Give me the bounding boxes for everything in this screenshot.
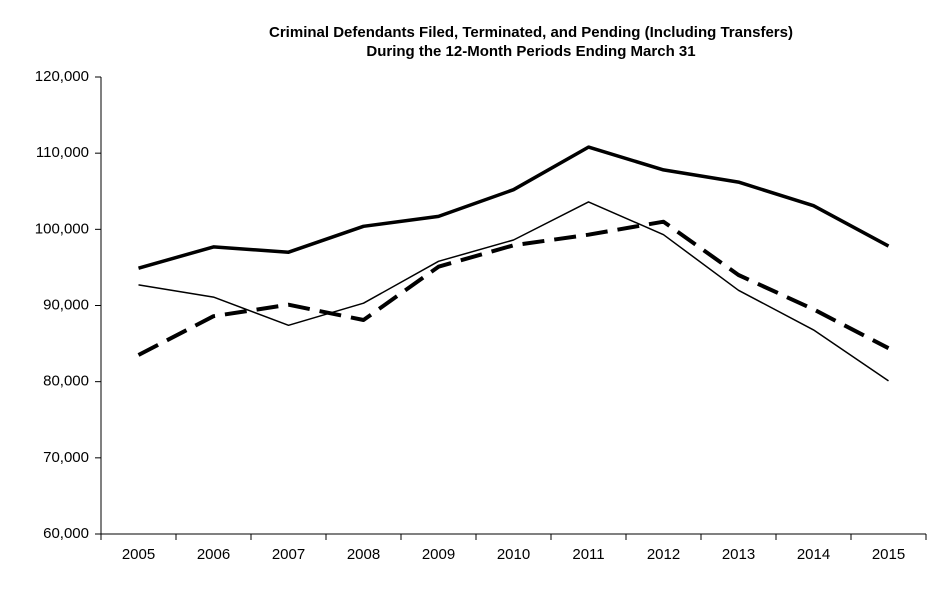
y-tick-label: 80,000 [43,373,89,390]
series-line [137,219,890,357]
x-tick-label: 2005 [122,546,155,563]
y-tick-label: 100,000 [35,220,89,237]
x-tick-label: 2014 [797,546,830,563]
x-tick-label: 2013 [722,546,755,563]
x-tick-label: 2011 [572,546,604,563]
x-tick-label: 2015 [872,546,905,563]
y-tick-label: 70,000 [43,449,89,466]
series-line [138,201,889,382]
y-tick-label: 120,000 [35,68,89,85]
y-tick-label: 60,000 [43,525,89,542]
y-tick-label: 110,000 [36,144,89,161]
x-tick-label: 2012 [647,546,680,563]
x-tick-label: 2007 [272,546,305,563]
chart-title: Criminal Defendants Filed, Terminated, a… [269,24,793,41]
y-tick-label: 90,000 [43,296,89,313]
x-tick-label: 2010 [497,546,530,563]
x-tick-label: 2009 [422,546,455,563]
x-tick-label: 2008 [347,546,380,563]
chart-subtitle: During the 12-Month Periods Ending March… [366,43,695,60]
x-tick-label: 2006 [197,546,230,563]
series-line [138,145,890,270]
